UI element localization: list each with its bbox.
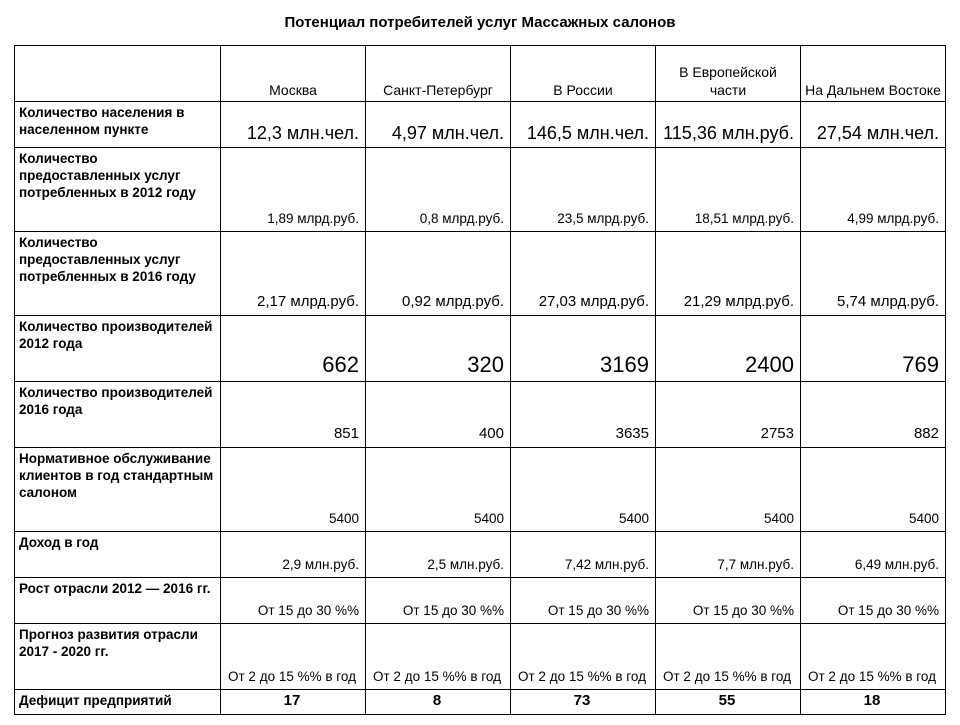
cell: 3169	[511, 316, 656, 382]
cell: От 2 до 15 %% в год	[366, 624, 511, 690]
table-row: Рост отрасли 2012 — 2016 гг.От 15 до 30 …	[15, 578, 946, 624]
page-title: Потенциал потребителей услуг Массажных с…	[14, 14, 946, 31]
table-row: Количество предоставленных услуг потребл…	[15, 232, 946, 316]
cell: 769	[801, 316, 946, 382]
table-row: Количество населения в населенном пункте…	[15, 102, 946, 148]
cell: 6,49 млн.руб.	[801, 532, 946, 578]
cell: От 2 до 15 %% в год	[801, 624, 946, 690]
cell: 4,97 млн.чел.	[366, 102, 511, 148]
cell: От 15 до 30 %%	[801, 578, 946, 624]
row-label: Количество производителей 2016 года	[15, 382, 221, 448]
row-label: Нормативное обслуживание клиентов в год …	[15, 448, 221, 532]
row-label: Количество предоставленных услуг потребл…	[15, 232, 221, 316]
cell: 1,89 млрд.руб.	[221, 148, 366, 232]
cell: 5400	[656, 448, 801, 532]
table-row: Количество производителей 2012 года66232…	[15, 316, 946, 382]
cell: 73	[511, 690, 656, 715]
cell: От 2 до 15 %% в год	[656, 624, 801, 690]
cell: 27,54 млн.чел.	[801, 102, 946, 148]
cell: 21,29 млрд.руб.	[656, 232, 801, 316]
cell: От 15 до 30 %%	[656, 578, 801, 624]
cell: 882	[801, 382, 946, 448]
cell: 400	[366, 382, 511, 448]
row-label: Доход в год	[15, 532, 221, 578]
table-header-row: Москва Санкт-Петербург В России В Европе…	[15, 46, 946, 102]
cell: 23,5 млрд.руб.	[511, 148, 656, 232]
row-label: Рост отрасли 2012 — 2016 гг.	[15, 578, 221, 624]
cell: 5400	[511, 448, 656, 532]
cell: 2400	[656, 316, 801, 382]
cell: 115,36 млн.руб.	[656, 102, 801, 148]
cell: 8	[366, 690, 511, 715]
row-label: Дефицит предприятий	[15, 690, 221, 715]
col-header: В Европейской части	[656, 46, 801, 102]
row-label: Количество предоставленных услуг потребл…	[15, 148, 221, 232]
cell: 27,03 млрд.руб.	[511, 232, 656, 316]
cell: 7,42 млн.руб.	[511, 532, 656, 578]
cell: 18,51 млрд.руб.	[656, 148, 801, 232]
cell: 5400	[366, 448, 511, 532]
col-header: Москва	[221, 46, 366, 102]
table-row: Количество предоставленных услуг потребл…	[15, 148, 946, 232]
cell: 7,7 млн.руб.	[656, 532, 801, 578]
header-empty	[15, 46, 221, 102]
cell: 2753	[656, 382, 801, 448]
row-label: Прогноз развития отрасли 2017 - 2020 гг.	[15, 624, 221, 690]
cell: От 15 до 30 %%	[511, 578, 656, 624]
cell: 2,5 млн.руб.	[366, 532, 511, 578]
cell: От 2 до 15 %% в год	[511, 624, 656, 690]
cell: 12,3 млн.чел.	[221, 102, 366, 148]
cell: 5400	[801, 448, 946, 532]
col-header: Санкт-Петербург	[366, 46, 511, 102]
cell: 3635	[511, 382, 656, 448]
col-header: На Дальнем Востоке	[801, 46, 946, 102]
cell: 0,8 млрд.руб.	[366, 148, 511, 232]
cell: От 2 до 15 %% в год	[221, 624, 366, 690]
cell: 0,92 млрд.руб.	[366, 232, 511, 316]
cell: От 15 до 30 %%	[366, 578, 511, 624]
data-table: Москва Санкт-Петербург В России В Европе…	[14, 45, 946, 715]
table-row: Нормативное обслуживание клиентов в год …	[15, 448, 946, 532]
table-row: Дефицит предприятий178735518	[15, 690, 946, 715]
cell: 5400	[221, 448, 366, 532]
table-row: Доход в год2,9 млн.руб.2,5 млн.руб.7,42 …	[15, 532, 946, 578]
cell: 851	[221, 382, 366, 448]
cell: 5,74 млрд.руб.	[801, 232, 946, 316]
col-header: В России	[511, 46, 656, 102]
row-label: Количество производителей 2012 года	[15, 316, 221, 382]
cell: 320	[366, 316, 511, 382]
cell: 2,17 млрд.руб.	[221, 232, 366, 316]
cell: 2,9 млн.руб.	[221, 532, 366, 578]
cell: 18	[801, 690, 946, 715]
cell: 146,5 млн.чел.	[511, 102, 656, 148]
cell: 55	[656, 690, 801, 715]
cell: 17	[221, 690, 366, 715]
table-row: Прогноз развития отрасли 2017 - 2020 гг.…	[15, 624, 946, 690]
cell: 4,99 млрд.руб.	[801, 148, 946, 232]
table-row: Количество производителей 2016 года85140…	[15, 382, 946, 448]
row-label: Количество населения в населенном пункте	[15, 102, 221, 148]
cell: 662	[221, 316, 366, 382]
cell: От 15 до 30 %%	[221, 578, 366, 624]
